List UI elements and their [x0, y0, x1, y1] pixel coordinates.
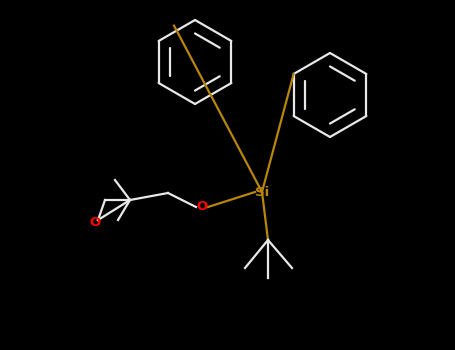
Text: O: O — [89, 216, 101, 229]
Text: O: O — [197, 201, 207, 214]
Text: Si: Si — [255, 186, 269, 198]
